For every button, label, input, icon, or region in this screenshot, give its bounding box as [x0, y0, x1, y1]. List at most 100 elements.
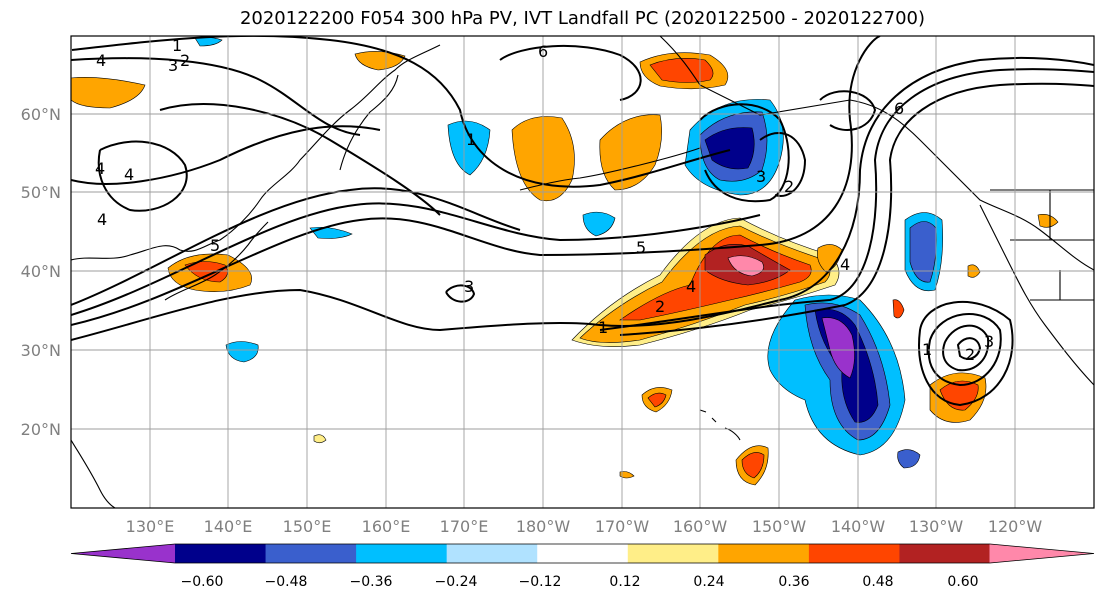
alaska-coastline [659, 36, 1094, 271]
contour-label: 2 [965, 345, 975, 364]
japan-coastline [164, 221, 269, 301]
contour-label: 6 [894, 99, 904, 118]
lon-label: 120°W [988, 517, 1043, 536]
contour-label: 3 [168, 56, 178, 75]
pv-positive-region [354, 51, 406, 71]
pv-negative-region [225, 341, 259, 363]
contour-line [956, 337, 982, 360]
kamchatka-coastline [339, 74, 399, 171]
colorbar-segment [627, 544, 719, 563]
colorbar-outline [70, 543, 1095, 564]
pv-negative-region [821, 317, 855, 379]
contour-line [71, 36, 731, 188]
contour-labels: 1 3 2 4 6 4 4 5 5 4 3 2 3 4 2 1 3 6 1 2 [95, 36, 994, 364]
contour-label: 4 [95, 159, 105, 178]
contour-label: 1 [172, 36, 182, 55]
colorbar-segment [899, 544, 991, 563]
contour-line [619, 82, 1094, 336]
colorbar-segment [808, 544, 900, 563]
lat-label: 40°N [21, 262, 61, 281]
lon-label: 130°E [126, 517, 175, 536]
contour-label: 2 [655, 297, 665, 316]
lon-label: 160°W [673, 517, 728, 536]
colorbar-tick-label: −0.24 [435, 574, 478, 590]
colorbar-tick-label: 0.48 [862, 574, 893, 590]
pv-positive-region [741, 452, 765, 479]
contour-label: 4 [124, 165, 134, 184]
pv-positive-region [647, 392, 667, 408]
map-panel: 1 3 2 4 6 4 4 5 5 4 3 2 3 4 2 1 3 6 1 2 [70, 35, 1095, 509]
pv-positive-region [1037, 214, 1059, 228]
colorbar-segment [175, 544, 267, 563]
north-america-coastline [979, 204, 1094, 386]
pv-negative-region [897, 449, 921, 469]
longitude-labels: 130°E 140°E 150°E 160°E 170°E 180°W 170°… [126, 517, 1043, 536]
colorbar-tick-label: −0.12 [519, 574, 562, 590]
map-title: 2020122200 F054 300 hPa PV, IVT Landfall… [239, 8, 926, 29]
contour-line [819, 90, 877, 131]
lon-label: 170°E [440, 517, 489, 536]
lon-label: 150°W [752, 517, 807, 536]
contour-line [699, 103, 790, 203]
map-frame [70, 35, 1095, 509]
lon-label: 130°W [909, 517, 964, 536]
colorbar-ticks: −0.60 −0.48 −0.36 −0.24 −0.12 0.12 0.24 … [181, 574, 979, 590]
lat-label: 30°N [21, 341, 61, 360]
contour-line [599, 68, 1094, 331]
colorbar-segment [446, 544, 538, 563]
contour-label: 1 [922, 340, 932, 359]
contour-line [759, 131, 807, 197]
colorbar-tick-label: −0.60 [181, 574, 224, 590]
colorbar: −0.60 −0.48 −0.36 −0.24 −0.12 0.12 0.24 … [70, 543, 1095, 590]
contour-label: 4 [686, 277, 696, 296]
philippines-coastline [71, 439, 116, 508]
colorbar-tick-label: 0.12 [609, 574, 640, 590]
asia-coastline [71, 44, 441, 261]
contour-label: 6 [538, 42, 548, 61]
lon-label: 160°E [362, 517, 411, 536]
colorbar-segment [718, 544, 810, 563]
lon-label: 170°W [595, 517, 650, 536]
colorbar-tick-label: 0.24 [693, 574, 724, 590]
contour-line [71, 125, 381, 185]
coastlines [71, 36, 1094, 508]
contour-label: 4 [840, 255, 850, 274]
contour-label: 2 [784, 177, 794, 196]
colorbar-tick-label: 0.36 [778, 574, 809, 590]
lon-label: 140°E [204, 517, 253, 536]
pv-positive-region [71, 77, 146, 109]
contour-line [942, 324, 990, 372]
contour-line [71, 57, 361, 136]
contour-line [918, 300, 1014, 407]
contour-label: 4 [96, 51, 106, 70]
colorbar-segments [70, 543, 1095, 564]
contour-label: 1 [466, 130, 476, 149]
colorbar-tick-label: 0.60 [947, 574, 978, 590]
lon-label: 180°W [516, 517, 571, 536]
contour-line [71, 36, 881, 326]
pv-positive-region [817, 244, 843, 273]
graticule [71, 36, 1094, 508]
lon-label: 150°E [283, 517, 332, 536]
pv-negative-region [909, 221, 937, 283]
contour-line [71, 56, 1094, 341]
colorbar-segment [356, 544, 448, 563]
aleutian-islands [519, 147, 701, 191]
colorbar-extension-high [989, 544, 1094, 563]
lon-label: 140°W [831, 517, 886, 536]
contour-label: 3 [756, 167, 766, 186]
lat-label: 20°N [21, 420, 61, 439]
contour-line [445, 284, 476, 303]
lat-label: 50°N [21, 183, 61, 202]
pv-positive-region [892, 299, 905, 319]
contour-line [71, 202, 761, 316]
colorbar-extension-low [71, 544, 176, 563]
colorbar-segment [265, 544, 357, 563]
colorbar-tick-label: −0.36 [350, 574, 393, 590]
contour-label: 4 [97, 210, 107, 229]
latitude-labels: 60°N 50°N 40°N 30°N 20°N [21, 105, 61, 439]
us-state-borders [990, 189, 1094, 301]
ivt-contours [71, 36, 1094, 407]
colorbar-segment [537, 544, 629, 563]
